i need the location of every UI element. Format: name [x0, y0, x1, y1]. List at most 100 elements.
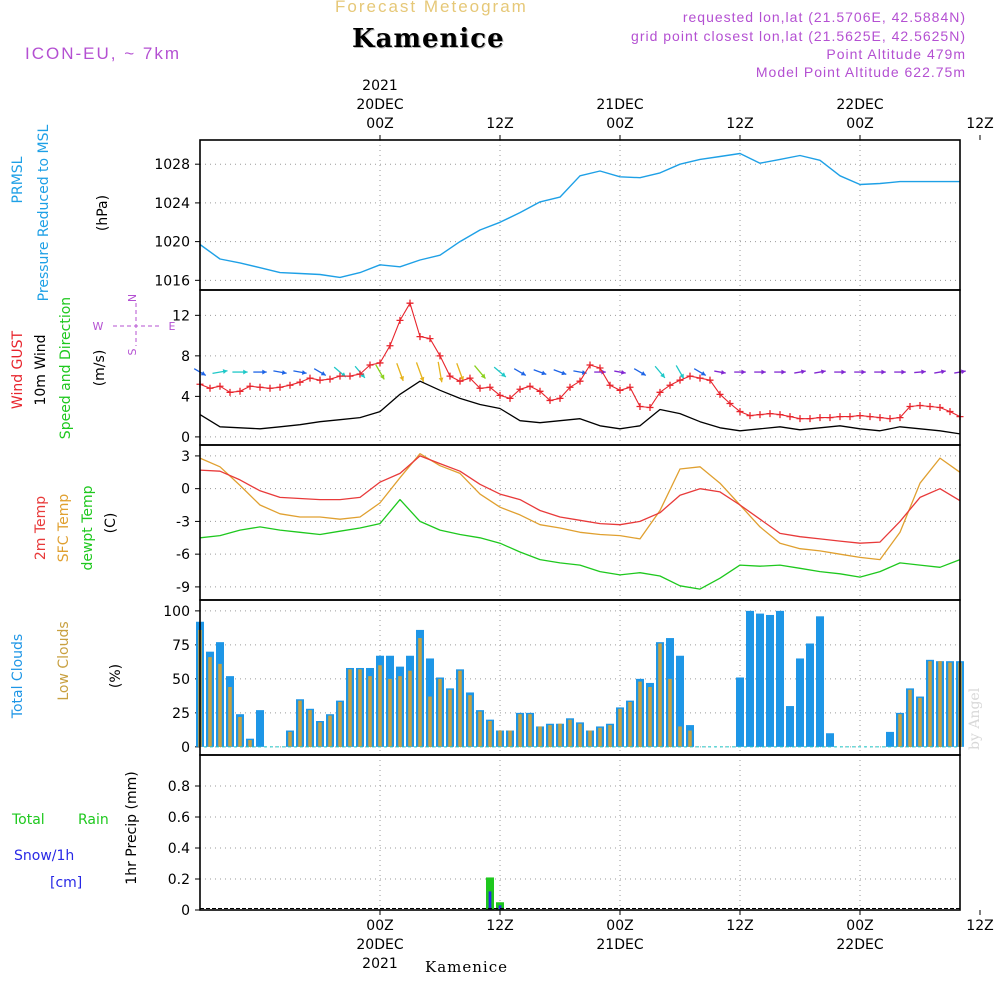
gust-marker — [926, 403, 934, 411]
precip-ytick-label: 0.2 — [168, 872, 190, 888]
wind-unit: (m/s) — [92, 350, 108, 387]
gust-marker — [626, 383, 634, 391]
gust-marker — [306, 374, 314, 382]
precip-ytick-label: 0 — [181, 903, 190, 919]
gust-marker — [556, 394, 564, 402]
gust-marker — [336, 372, 344, 380]
low-cloud-bar — [398, 676, 402, 747]
total-cloud-bar — [776, 610, 784, 747]
t2m-line — [199, 455, 961, 544]
low-cloud-bar — [378, 665, 382, 747]
wind-arrow-head — [700, 371, 706, 376]
temp-ytick-label: 3 — [181, 449, 190, 465]
pressure-ytick-label: 1016 — [154, 273, 190, 289]
gust-marker — [366, 361, 374, 369]
wind-arrow-head — [360, 372, 365, 378]
wind-arrow-head — [243, 369, 248, 375]
precip-unit: 1hr Precip (mm) — [124, 771, 140, 884]
wind-arrow-head — [761, 369, 766, 375]
gust-marker — [936, 404, 944, 412]
clouds-unit: (%) — [108, 664, 124, 688]
pressure-label-msl: Pressure Reduced to MSL — [36, 124, 52, 301]
gust-marker — [296, 378, 304, 386]
temp-ytick-label: -3 — [176, 514, 190, 530]
low-cloud-bar — [658, 643, 662, 747]
low-cloud-bar — [668, 678, 672, 747]
clouds-ytick-label: 100 — [163, 604, 190, 620]
gust-marker — [536, 387, 544, 395]
wind-ytick-label: 0 — [181, 430, 190, 446]
pressure-ytick-label: 1020 — [154, 235, 190, 251]
bottom-time-label: 00Z — [606, 918, 633, 934]
wind-arrow-head — [379, 374, 385, 380]
low-cloud-bar — [538, 726, 542, 747]
top-time-label: 00Z — [606, 116, 633, 132]
compass-s: S — [126, 348, 139, 355]
gust-marker — [616, 386, 624, 394]
wind-arrow-head — [480, 373, 486, 379]
gust-marker — [716, 390, 724, 398]
wind-arrow-head — [940, 369, 946, 375]
wind-gust-label: Wind GUST — [10, 330, 26, 409]
gust-marker — [216, 382, 224, 390]
low-cloud-bar — [528, 714, 532, 747]
low-cloud-bar — [938, 661, 942, 747]
total-cloud-bar — [736, 677, 744, 747]
low-cloud-bar — [408, 670, 412, 747]
gust-marker — [396, 316, 404, 324]
gust-marker — [886, 415, 894, 423]
low-cloud-bar — [348, 669, 352, 747]
bottom-time-label: 12Z — [486, 918, 513, 934]
gust-marker — [826, 414, 834, 422]
gust-line — [199, 302, 961, 420]
wind-arrow-head — [960, 369, 966, 375]
low-cloud-bar — [918, 697, 922, 747]
bottom-time-label: 2021 — [362, 956, 398, 972]
low-cloud-bar — [298, 700, 302, 747]
top-time-label: 00Z — [366, 116, 393, 132]
gust-marker — [206, 384, 214, 392]
precip-ytick-label: 0.8 — [168, 779, 190, 795]
pressure-line — [199, 152, 960, 279]
wind-10m-label: 10m Wind — [33, 334, 49, 405]
header-point-altitude: Point Altitude 479m — [826, 46, 966, 62]
low-cloud-bar — [558, 723, 562, 747]
gust-marker — [546, 396, 554, 404]
bottom-time-label: 12Z — [966, 918, 993, 934]
gust-marker — [276, 383, 284, 391]
gust-marker — [586, 361, 594, 369]
gust-marker — [246, 382, 254, 390]
bottom-time-label: 12Z — [726, 918, 753, 934]
low-cloud-bar — [218, 663, 222, 747]
pressure-ytick-label: 1024 — [154, 196, 190, 212]
gust-marker — [736, 408, 744, 416]
gust-marker — [796, 415, 804, 423]
wind-arrow-head — [720, 369, 726, 375]
gust-marker — [406, 299, 414, 307]
pressure-frame — [199, 139, 961, 291]
gust-marker — [686, 372, 694, 380]
wind-arrow-head — [581, 370, 587, 375]
low-cloud-bar — [578, 723, 582, 747]
precip-ytick-label: 0.4 — [168, 841, 190, 857]
compass-e: E — [169, 320, 176, 333]
compass-w: W — [93, 320, 104, 333]
header-requested: requested lon,lat (21.5706E, 42.5884N) — [682, 9, 966, 25]
low-cloud-bar — [458, 670, 462, 747]
total-cloud-bar — [816, 616, 824, 747]
bottom-time-label: 00Z — [366, 918, 393, 934]
wind-arrow-head — [520, 371, 526, 376]
low-clouds-label: Low Clouds — [56, 621, 72, 700]
wind-frame — [199, 289, 961, 446]
gust-marker — [526, 382, 534, 390]
low-cloud-bar — [588, 730, 592, 747]
low-cloud-bar — [238, 716, 242, 747]
low-cloud-bar — [438, 678, 442, 747]
top-time-label: 21DEC — [596, 97, 643, 113]
low-cloud-bar — [468, 695, 472, 747]
low-cloud-bar — [628, 701, 632, 747]
wind-ytick-label: 12 — [172, 308, 190, 324]
low-cloud-bar — [358, 669, 362, 747]
gust-marker — [666, 381, 674, 389]
wind-arrow-head — [800, 369, 806, 375]
